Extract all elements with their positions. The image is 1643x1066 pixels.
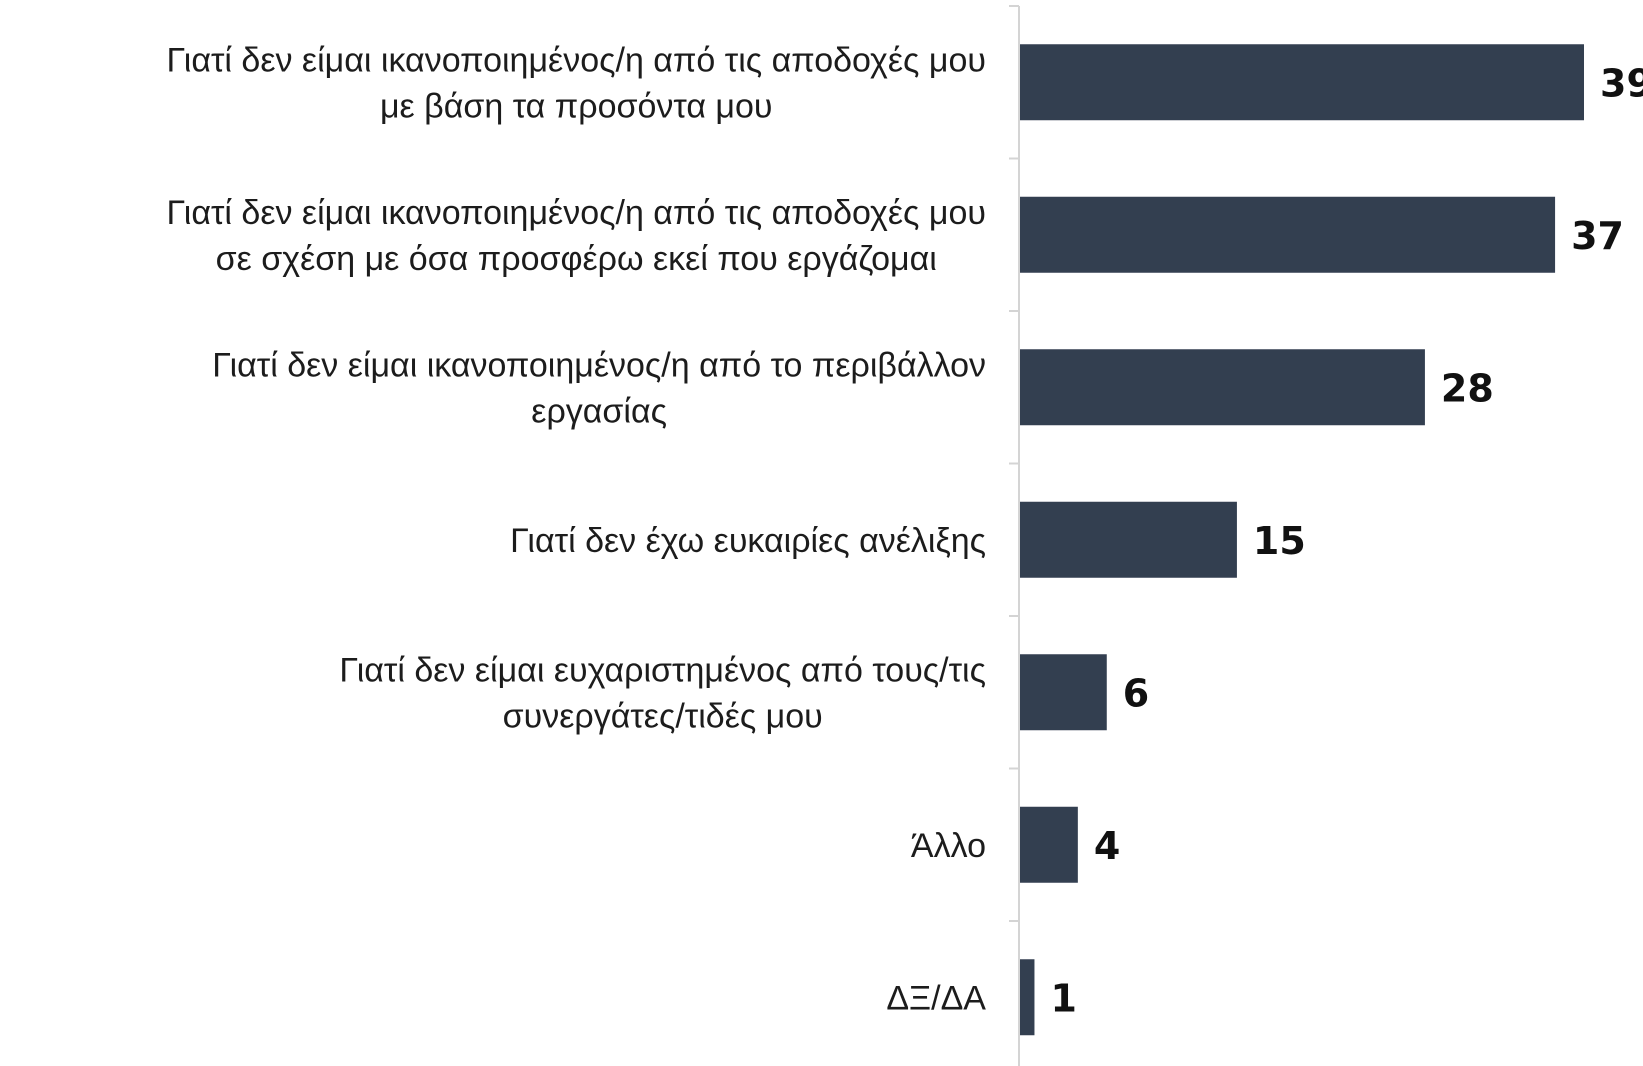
category-label-line: Γιατί δεν έχω ευκαιρίες ανέλιξης: [510, 522, 986, 560]
data-label: 1: [1050, 976, 1076, 1020]
bar: [1020, 349, 1425, 426]
data-label: 37: [1571, 214, 1624, 258]
bar: [1020, 654, 1107, 731]
category-label: Γιατί δεν έχω ευκαιρίες ανέλιξης: [510, 522, 986, 560]
bars-layer: [1020, 44, 1584, 1036]
data-label: 4: [1094, 824, 1120, 868]
category-label: Άλλο: [911, 827, 986, 865]
bar: [1020, 44, 1584, 121]
category-label: Γιατί δεν είμαι ευχαριστημένος από τους/…: [339, 651, 986, 735]
category-label-line: με βάση τα προσόντα μου: [380, 87, 773, 125]
category-label-line: Γιατί δεν είμαι ικανοποιημένος/η από το …: [212, 346, 986, 384]
bar: [1020, 959, 1035, 1036]
category-label: Γιατί δεν είμαι ικανοποιημένος/η από τις…: [167, 194, 987, 278]
category-label: ΔΞ/ΔΑ: [886, 979, 986, 1017]
labels-layer: 39 Γιατί δεν είμαι ικανοποιημένος/η από τ…: [167, 41, 1643, 1020]
bar: [1020, 806, 1078, 883]
bar: [1020, 501, 1237, 578]
category-label: Γιατί δεν είμαι ικανοποιημένος/η από το …: [212, 346, 986, 430]
axis-layer: [1009, 5, 1020, 1066]
category-label-line: Γιατί δεν είμαι ικανοποιημένος/η από τις…: [167, 41, 987, 79]
category-label-line: Γιατί δεν είμαι ευχαριστημένος από τους/…: [339, 651, 986, 689]
data-label: 39: [1600, 61, 1643, 105]
category-label-line: σε σχέση με όσα προσφέρω εκεί που εργάζο…: [216, 240, 937, 278]
category-label-line: Άλλο: [911, 827, 986, 865]
bar: [1020, 196, 1556, 273]
data-label: 28: [1441, 366, 1494, 410]
category-label-line: ΔΞ/ΔΑ: [886, 979, 986, 1017]
data-label: 15: [1253, 519, 1306, 563]
category-label-line: Γιατί δεν είμαι ικανοποιημένος/η από τις…: [167, 194, 987, 232]
category-label-line: συνεργάτες/τιδές μου: [503, 697, 823, 735]
category-label-line: εργασίας: [531, 392, 667, 430]
category-label: Γιατί δεν είμαι ικανοποιημένος/η από τις…: [167, 41, 987, 125]
data-label: 6: [1123, 671, 1149, 715]
